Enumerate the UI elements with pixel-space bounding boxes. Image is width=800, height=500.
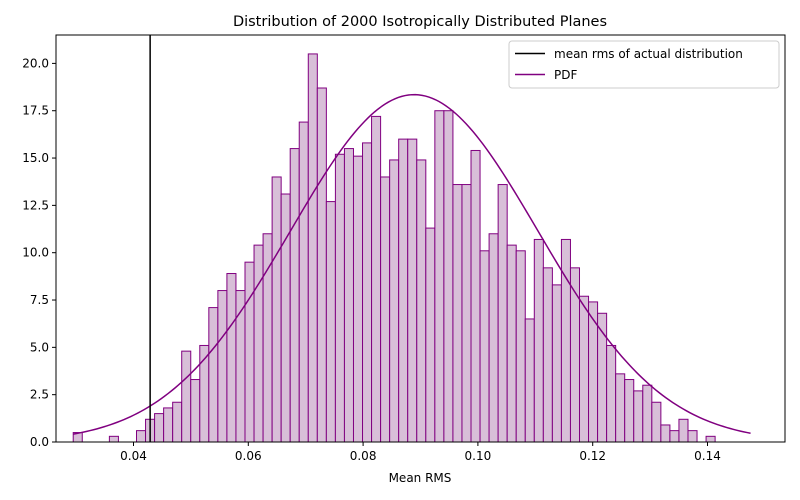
histogram-bar (551, 284, 562, 443)
x-axis-label: Mean RMS (389, 471, 452, 485)
histogram-bar (560, 238, 571, 443)
histogram-bar (325, 201, 336, 443)
y-tick-label: 7.5 (30, 293, 49, 307)
histogram-bar (163, 407, 174, 443)
histogram-bar (154, 413, 165, 443)
y-tick-label: 12.5 (22, 198, 49, 212)
y-tick-label: 2.5 (30, 388, 49, 402)
x-tick-label: 0.14 (694, 449, 721, 463)
y-tick-label: 17.5 (22, 104, 49, 118)
x-axis-ticks: 0.04 0.06 0.08 0.10 0.12 0.14 (120, 442, 721, 463)
histogram-bar (136, 430, 147, 443)
histogram-bar (416, 159, 427, 443)
histogram-bar (172, 401, 183, 443)
histogram-bar (515, 250, 526, 443)
histogram-bar (443, 110, 454, 443)
histogram-bar (461, 184, 472, 443)
y-tick-label: 0.0 (30, 435, 49, 449)
histogram-bar (244, 261, 255, 443)
x-tick-label: 0.12 (579, 449, 606, 463)
histogram-bar (407, 138, 418, 443)
histogram-bar (615, 373, 626, 443)
histogram-bar (425, 227, 436, 443)
histogram-bar (678, 418, 689, 443)
histogram-bar (253, 244, 264, 443)
pdf-curve (73, 93, 751, 435)
histogram-bar (190, 379, 201, 443)
histogram-bar (235, 290, 246, 443)
y-tick-label: 20.0 (22, 56, 49, 70)
histogram-bar (452, 184, 463, 443)
histogram-bar (271, 176, 282, 443)
histogram-bar (389, 159, 400, 443)
x-tick-label: 0.06 (235, 449, 262, 463)
histogram-bar (226, 273, 237, 443)
histogram-bar (624, 379, 635, 443)
histogram-bar (687, 430, 698, 443)
x-tick-label: 0.08 (350, 449, 377, 463)
histogram-bar (606, 344, 617, 443)
legend-mean-rms-label: mean rms of actual distribution (554, 47, 743, 61)
x-tick-label: 0.10 (465, 449, 492, 463)
histogram-bars (72, 53, 716, 443)
histogram-bar (343, 148, 354, 443)
histogram-bar (371, 115, 382, 443)
x-tick-label: 0.04 (120, 449, 147, 463)
histogram-bar (669, 430, 680, 443)
histogram-bar (181, 350, 192, 443)
histogram-bar (488, 233, 499, 443)
legend-box (508, 40, 780, 89)
histogram-bar (533, 238, 544, 443)
histogram-bar (380, 176, 391, 443)
histogram-bar (479, 250, 490, 443)
y-axis-ticks: 0.0 2.5 5.0 7.5 10.0 12.5 15.0 17.5 20.0 (22, 56, 56, 449)
histogram-bar (497, 184, 508, 443)
histogram-bar (542, 267, 553, 443)
plot-frame (55, 34, 786, 443)
histogram-bar (334, 153, 345, 443)
y-tick-label: 5.0 (30, 340, 49, 354)
chart-title: Distribution of 2000 Isotropically Distr… (233, 14, 607, 30)
histogram-bar (506, 244, 517, 443)
histogram-bar (579, 295, 590, 443)
histogram-bar (524, 318, 535, 443)
histogram-bar (398, 138, 409, 443)
histogram-bar (569, 267, 581, 443)
histogram-bar (298, 121, 309, 443)
histogram-bar (470, 149, 481, 443)
histogram-bar (108, 435, 119, 443)
y-tick-label: 15.0 (22, 151, 49, 165)
legend-pdf-label: PDF (554, 68, 577, 82)
histogram-bar (316, 87, 327, 443)
histogram-bar (280, 193, 291, 443)
histogram-bar (362, 142, 373, 443)
histogram-bar (633, 390, 644, 443)
histogram-bar (352, 155, 364, 443)
histogram-bar (434, 110, 445, 443)
histogram-bar (651, 401, 662, 443)
histogram-bar (217, 290, 228, 443)
y-tick-label: 10.0 (22, 246, 49, 260)
histogram-bar (289, 148, 300, 443)
histogram-bar (660, 424, 671, 443)
histogram-bar (642, 384, 653, 443)
histogram-bar (208, 307, 219, 443)
histogram-bar (307, 53, 318, 443)
histogram-bar (705, 435, 716, 443)
legend: mean rms of actual distribution PDF (508, 40, 780, 89)
